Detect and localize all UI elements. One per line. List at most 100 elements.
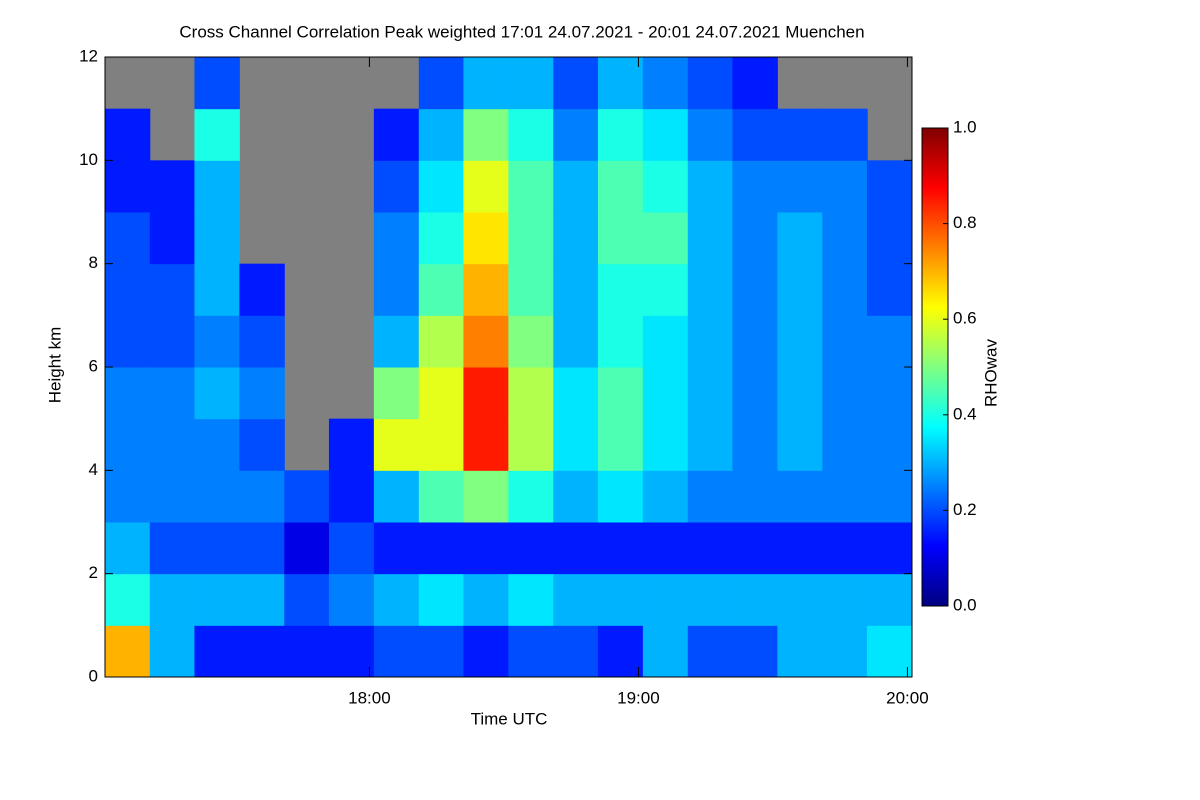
heatmap-cell: [687, 522, 734, 575]
heatmap-cell: [194, 212, 240, 265]
heatmap-cell: [463, 470, 509, 523]
heatmap-cell: [149, 263, 196, 316]
heatmap-cell: [822, 470, 868, 523]
heatmap-cell: [463, 212, 509, 265]
heatmap-cell: [418, 160, 465, 213]
colorbar-label: RHOwav: [981, 338, 1000, 407]
heatmap-cell: [866, 418, 912, 471]
heatmap: [105, 57, 912, 677]
heatmap-cell: [822, 212, 868, 265]
heatmap-cell: [642, 160, 689, 213]
heatmap-cell: [777, 418, 823, 471]
heatmap-cell: [105, 522, 151, 575]
heatmap-cell: [553, 108, 599, 161]
colorbar: [921, 127, 949, 607]
heatmap-cell: [373, 212, 420, 265]
heatmap-cell: [777, 160, 823, 213]
heatmap-cell: [149, 212, 196, 265]
y-tick-label: 10: [79, 150, 98, 169]
heatmap-cell: [418, 212, 465, 265]
y-tick-label: 0: [89, 666, 98, 685]
y-tick-label: 8: [89, 253, 98, 272]
heatmap-cell: [553, 418, 599, 471]
heatmap-cell: [642, 57, 689, 110]
heatmap-cell: [777, 263, 823, 316]
heatmap-cell: [194, 625, 240, 677]
heatmap-cell: [508, 367, 554, 420]
heatmap-cell: [105, 263, 151, 316]
y-tick-label: 6: [89, 356, 98, 375]
y-axis-label: Height km: [45, 327, 64, 404]
heatmap-cell: [239, 470, 285, 523]
heatmap-cell: [284, 470, 330, 523]
heatmap-cell: [642, 367, 689, 420]
heatmap-cell: [508, 57, 554, 110]
heatmap-cell: [553, 212, 599, 265]
colorbar-tick-label: 1.0: [953, 117, 977, 136]
heatmap-cell: [597, 367, 644, 420]
heatmap-cell: [687, 418, 734, 471]
heatmap-cell: [597, 470, 644, 523]
colorbar-tick-label: 0.2: [953, 500, 977, 519]
heatmap-cell: [866, 573, 912, 626]
heatmap-cell: [284, 625, 330, 677]
heatmap-cell: [553, 470, 599, 523]
heatmap-cell: [732, 212, 778, 265]
heatmap-cell: [239, 315, 285, 368]
heatmap-cell: [508, 160, 554, 213]
heatmap-cell: [642, 315, 689, 368]
heatmap-cell: [687, 625, 734, 677]
heatmap-cell: [732, 263, 778, 316]
heatmap-cell: [508, 108, 554, 161]
heatmap-cell: [149, 522, 196, 575]
heatmap-cell: [328, 573, 375, 626]
heatmap-cell: [463, 625, 509, 677]
heatmap-cell: [597, 263, 644, 316]
heatmap-cell: [777, 522, 823, 575]
heatmap-cell: [642, 212, 689, 265]
heatmap-cell: [194, 263, 240, 316]
heatmap-cell: [105, 625, 151, 677]
heatmap-cell: [597, 315, 644, 368]
heatmap-cell: [732, 470, 778, 523]
heatmap-cell: [822, 625, 868, 677]
heatmap-cell: [822, 522, 868, 575]
y-tick-label: 4: [89, 460, 98, 479]
heatmap-cell: [463, 418, 509, 471]
heatmap-cell: [463, 367, 509, 420]
heatmap-cell: [822, 108, 868, 161]
heatmap-cell: [687, 315, 734, 368]
heatmap-cell: [105, 160, 151, 213]
y-tick-label: 2: [89, 563, 98, 582]
heatmap-cell: [508, 418, 554, 471]
heatmap-cell: [463, 315, 509, 368]
heatmap-cell: [687, 263, 734, 316]
heatmap-cell: [687, 212, 734, 265]
heatmap-cell: [418, 263, 465, 316]
heatmap-cell: [284, 522, 330, 575]
heatmap-cell: [553, 57, 599, 110]
heatmap-cell: [553, 573, 599, 626]
heatmap-cell: [418, 470, 465, 523]
heatmap-cell: [597, 418, 644, 471]
heatmap-cell: [866, 470, 912, 523]
heatmap-cell: [866, 160, 912, 213]
heatmap-cell: [642, 108, 689, 161]
heatmap-cell: [463, 522, 509, 575]
heatmap-cell: [328, 470, 375, 523]
heatmap-cell: [418, 108, 465, 161]
heatmap-cell: [373, 367, 420, 420]
heatmap-cell: [866, 315, 912, 368]
heatmap-cell: [777, 108, 823, 161]
heatmap-cell: [822, 263, 868, 316]
heatmap-cell: [687, 160, 734, 213]
heatmap-cell: [194, 160, 240, 213]
heatmap-cell: [597, 212, 644, 265]
heatmap-cell: [194, 367, 240, 420]
heatmap-cell: [194, 470, 240, 523]
heatmap-cell: [194, 315, 240, 368]
heatmap-cell: [597, 57, 644, 110]
heatmap-cell: [418, 57, 465, 110]
heatmap-cell: [149, 573, 196, 626]
